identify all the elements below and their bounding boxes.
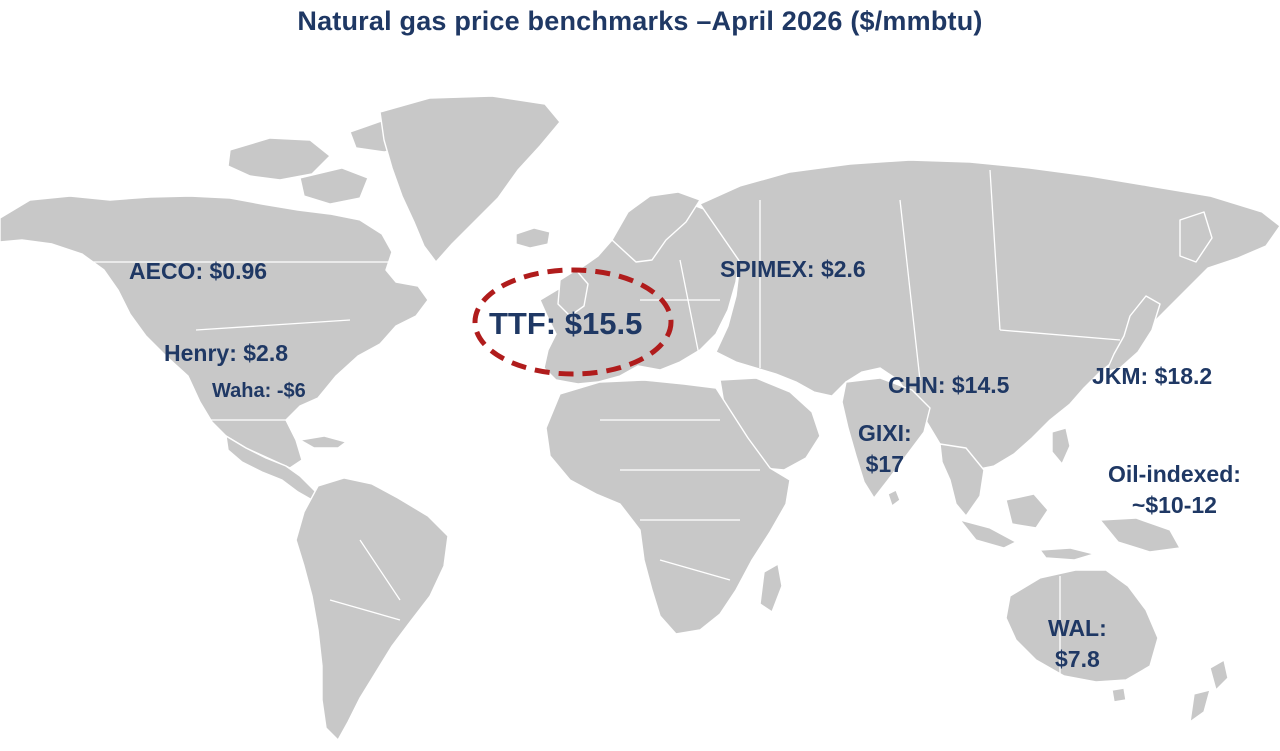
india-landmass (841, 377, 931, 499)
henry-label: Henry: $2.8 (164, 340, 289, 366)
gixi-label-name: GIXI: (858, 420, 912, 446)
aeco-label: AECO: $0.96 (129, 258, 268, 284)
gixi-label-value: $17 (865, 451, 905, 477)
spimex-label: SPIMEX: $2.6 (720, 256, 866, 282)
kamchatka (1179, 211, 1213, 263)
country-borders (88, 169, 1121, 680)
oil-indexed-label: Oil-indexed: ~$10-12 (1108, 459, 1241, 521)
map-title: Natural gas price benchmarks –April 2026… (297, 6, 983, 36)
new-zealand-islands (1209, 659, 1229, 691)
caribbean-islands (299, 435, 347, 449)
ttf-highlight-ring (472, 267, 674, 377)
jkm-label: JKM: $18.2 (1092, 363, 1213, 389)
south-america-landmass (295, 477, 449, 741)
wal-label-value: $7.8 (1055, 646, 1100, 672)
indonesia-islands (959, 519, 1017, 549)
philippines-islands (1051, 427, 1071, 465)
australia-landmass (1005, 569, 1159, 683)
new-zealand-islands (1189, 689, 1211, 723)
tasmania (1111, 687, 1127, 703)
indonesia-islands (1039, 547, 1095, 561)
chn-label: CHN: $14.5 (888, 372, 1010, 398)
new-guinea (1099, 517, 1181, 553)
madagascar (759, 563, 783, 613)
gixi-label: GIXI: $17 (858, 418, 912, 480)
oil-indexed-label-value: ~$10-12 (1131, 492, 1217, 518)
oil-indexed-label-name: Oil-indexed: (1108, 461, 1241, 487)
scandinavia-landmass (611, 191, 701, 263)
iceland-landmass (515, 227, 551, 249)
asia-landmass (699, 159, 1280, 471)
wal-label-name: WAL: (1048, 615, 1107, 641)
arctic-islands (299, 167, 369, 205)
japan-islands (1105, 295, 1161, 373)
wal-label: WAL: $7.8 (1048, 613, 1107, 675)
africa-landmass (545, 379, 791, 635)
north-america-landmass (0, 195, 429, 469)
southeast-asia-landmass (939, 443, 985, 517)
greenland-landmass (379, 95, 561, 263)
sri-lanka (887, 489, 901, 507)
ttf-label: TTF: $15.5 (489, 306, 643, 341)
indonesia-islands (1005, 493, 1049, 529)
waha-label: Waha: -$6 (212, 380, 306, 402)
arctic-islands (227, 137, 331, 181)
